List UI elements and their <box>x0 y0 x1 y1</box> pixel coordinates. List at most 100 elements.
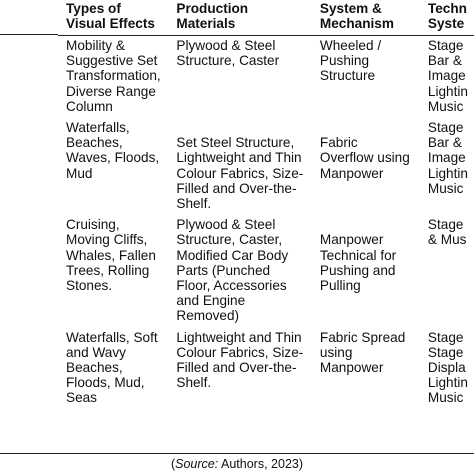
cell-line: Modified Car Body <box>176 247 289 263</box>
header-line: Production <box>176 1 249 16</box>
cell-line: Diverse Range <box>66 83 156 99</box>
header-line: Syste <box>427 16 465 32</box>
cell-line: Waterfalls, <box>66 120 130 136</box>
cell-visual-effects: Cruising, Moving Cliffs, Whales, Fallen Tre… <box>58 215 168 327</box>
cell-line: Colour Fabrics, Size- <box>176 165 304 181</box>
header-visual-effects: Types of Visual Effects <box>58 0 169 36</box>
cell-system-mechanism: Fabric Overflow using Manpower <box>312 118 420 215</box>
cell-visual-effects: Waterfalls, Beaches, Waves, Floods, Mud <box>58 118 168 215</box>
cell-line: Pulling <box>319 278 361 294</box>
cell-line: Manpower <box>319 165 384 181</box>
cell-line: Manpower <box>319 232 384 248</box>
cell-line: Whales, Fallen <box>66 247 156 263</box>
source-label: Source: <box>175 457 219 471</box>
table-row: Mobility & Suggestive Set Transformation, D… <box>58 36 474 119</box>
cell-line: Removed) <box>176 308 240 324</box>
cell-technical-system: Stage Stage Displa Lightin Music <box>420 328 474 410</box>
cell-line: Suggestive Set <box>66 53 158 69</box>
cell-line: Lightweight and Thin <box>176 150 302 166</box>
cell-line: Stones. <box>66 278 113 294</box>
cell-technical-system: Stage Bar & Image Lightin Music <box>420 36 474 119</box>
cell-line: Filled and Over-the- <box>176 180 297 196</box>
header-system-mechanism: System & Mechanism <box>311 0 420 36</box>
cell-line: Stage <box>427 120 464 136</box>
cell-line: Fabric <box>319 135 358 151</box>
source-caption: (Source: Authors, 2023) <box>0 456 474 472</box>
cell-line: Lightin <box>427 375 468 391</box>
cell-line: Music <box>427 98 464 114</box>
cell-line: Column <box>66 98 113 114</box>
cell-line: Lightin <box>427 165 468 181</box>
cell-line: & Mus <box>427 232 467 248</box>
header-technical-system: Techn Syste <box>419 0 474 36</box>
cell-line: Colour Fabrics, Size- <box>176 344 304 360</box>
cell-line: Manpower <box>319 360 384 376</box>
cell-line: Structure, Caster <box>176 53 280 69</box>
cell-line: Set Steel Structure, <box>176 135 295 151</box>
cell-line: Stage <box>427 38 464 53</box>
cell-line: Floods, Mud, <box>66 375 145 391</box>
cell-line: Overflow using <box>319 150 410 166</box>
cell-line: Technical for <box>319 247 397 263</box>
cell-line: Filled and Over-the- <box>176 360 297 376</box>
header-production-materials: Production Materials <box>168 0 312 36</box>
table-bottom-rule <box>0 453 474 454</box>
cell-visual-effects: Mobility & Suggestive Set Transformation, D… <box>58 36 168 119</box>
cell-line: and Wavy <box>66 344 126 360</box>
visual-effects-table: Types of Visual Effects Production Mater… <box>58 0 474 410</box>
cell-line: Seas <box>66 390 97 406</box>
cell-technical-system: Stage & Mus <box>420 215 474 327</box>
cell-line: Lightweight and Thin <box>176 329 302 345</box>
cell-line: Structure, Caster, <box>176 232 283 248</box>
cell-production-materials: Plywood & Steel Structure, Caster, Modifie… <box>168 215 312 327</box>
cell-line: using <box>319 344 353 360</box>
cell-line: Wheeled / <box>319 38 382 53</box>
header-line: Types of <box>66 1 121 16</box>
header-line: Techn <box>427 1 467 16</box>
header-rule-left <box>0 34 58 35</box>
cell-line: Image <box>427 150 466 166</box>
source-open-paren: ( <box>170 457 176 471</box>
cell-line: Fabric Spread <box>319 329 406 345</box>
cell-production-materials: Plywood & Steel Structure, Caster <box>168 36 312 119</box>
cell-system-mechanism: Fabric Spread using Manpower <box>312 328 420 410</box>
cell-line: Trees, Rolling <box>66 262 150 278</box>
cell-line: Parts (Punched <box>176 262 271 278</box>
header-line: Visual Effects <box>66 16 155 32</box>
cell-line: and Engine <box>176 293 246 309</box>
cell-line: Beaches, <box>66 360 123 376</box>
cell-visual-effects: Waterfalls, Soft and Wavy Beaches, Floods, … <box>58 328 168 410</box>
cell-line: Bar & <box>427 135 462 151</box>
cell-line: Displa <box>427 360 466 376</box>
cell-production-materials: Lightweight and Thin Colour Fabrics, Size… <box>168 328 312 410</box>
cell-line: Beaches, <box>66 135 123 151</box>
cell-line: Pushing and <box>319 262 396 278</box>
header-line: System & <box>319 1 382 16</box>
cell-line: Music <box>427 180 464 196</box>
cell-line: Transformation, <box>66 68 161 84</box>
cell-line <box>320 217 414 232</box>
cell-technical-system: Stage Bar & Image Lightin Music <box>420 118 474 215</box>
table-header-row: Types of Visual Effects Production Mater… <box>58 0 474 36</box>
cell-line: Plywood & Steel <box>176 217 276 233</box>
table-row: Cruising, Moving Cliffs, Whales, Fallen Tre… <box>58 215 474 327</box>
cell-line: Stage <box>427 344 464 360</box>
source-text: Authors, 2023) <box>218 457 304 471</box>
cell-line: Shelf. <box>176 375 212 391</box>
header-line: Mechanism <box>319 16 394 32</box>
header-line: Materials <box>176 16 236 32</box>
cell-line: Moving Cliffs, <box>66 232 148 248</box>
cell-production-materials: Set Steel Structure, Lightweight and Thin… <box>168 118 312 215</box>
cell-line: Pushing <box>319 53 370 69</box>
cell-line: Mud <box>66 165 93 181</box>
cell-line: Waves, Floods, <box>66 150 160 166</box>
table-row: Waterfalls, Beaches, Waves, Floods, Mud Set… <box>58 118 474 215</box>
table-body: Mobility & Suggestive Set Transformation, D… <box>58 36 474 410</box>
cell-line: Floor, Accessories <box>176 278 287 294</box>
table-row: Waterfalls, Soft and Wavy Beaches, Floods, … <box>58 328 474 410</box>
cell-line: Stage <box>427 329 464 345</box>
cell-line: Shelf. <box>176 196 212 212</box>
cell-line: Cruising, <box>66 217 120 233</box>
cell-system-mechanism: Wheeled / Pushing Structure <box>312 36 420 119</box>
cell-line <box>320 120 414 135</box>
